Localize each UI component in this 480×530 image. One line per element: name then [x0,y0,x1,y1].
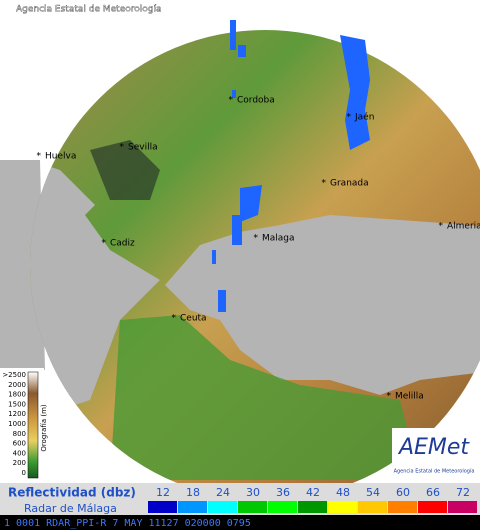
orography-label: 600 [13,440,26,448]
orography-label: 1000 [8,420,26,428]
city-label: Malaga [262,234,295,244]
orography-label: 2000 [8,381,26,389]
orography-label: 800 [13,430,26,438]
orography-label: 200 [13,459,26,467]
city-label: Jaén [354,112,374,123]
scale-label: 36 [276,486,290,499]
scale-swatch [178,501,207,513]
status-bar [0,515,480,530]
africa [110,315,420,480]
city-marker: * [120,143,125,153]
scale-label: 54 [366,486,380,499]
city-marker: * [322,179,327,189]
city-label: Melilla [395,392,424,402]
orography-label: 1500 [8,400,26,408]
scale-label: 30 [246,486,260,499]
orography-title: Orografía (m) [40,404,48,452]
city-label: Ceuta [180,314,207,324]
scale-label: 12 [156,486,170,499]
legend-subtitle: Radar de Málaga [24,502,117,515]
city-label: Cordoba [237,96,275,106]
scale-swatch [298,501,327,513]
scale-swatch [328,501,357,513]
valley [90,140,160,200]
scale-swatch [388,501,417,513]
agency-label: Agencia Estatal de Meteorología [16,5,162,15]
scale-swatch [148,501,177,513]
logo-subtitle: Agencia Estatal de Meteorología [394,468,475,475]
city-label: Almeria [447,222,480,232]
radar-disc [30,30,480,500]
scale-swatch [418,501,447,513]
scale-swatch [448,501,477,513]
city-marker: * [229,96,234,106]
legend-title: Reflectividad (dbz) [8,486,136,500]
scale-label: 72 [456,486,470,499]
city-label: Sevilla [128,143,158,153]
orography-label: 1200 [8,410,26,418]
orography-label: 400 [13,449,26,457]
sea-outside [0,160,45,370]
orography-bar [27,371,39,479]
city-label: Cadiz [110,239,135,249]
orography-label: 0 [22,469,26,477]
echoes [212,20,370,312]
orography-label: 1800 [8,391,26,399]
scale-label: 48 [336,486,350,499]
logo: AEMet Agencia Estatal de Meteorología [392,428,476,480]
scale-label: 18 [186,486,200,499]
city-marker: * [37,152,42,162]
scale-label: 24 [216,486,230,499]
city-label: Huelva [45,152,76,162]
city-marker: * [172,314,177,324]
city-marker: * [254,234,259,244]
atlantic [30,160,160,420]
mediterranean [165,215,480,395]
logo-name: AEMet [397,435,470,460]
orography-label: >2500 [2,371,26,379]
scale-label: 42 [306,486,320,499]
scale-swatch [358,501,387,513]
city-label: Granada [330,179,369,189]
scale-label: 60 [396,486,410,499]
city-marker: * [102,239,107,249]
orography-legend: Orografía (m) [0,368,48,483]
scale-swatch [208,501,237,513]
city-marker: * [347,113,352,123]
city-marker: * [439,222,444,232]
city-marker: * [387,392,392,402]
scale-label: 66 [426,486,440,499]
scale-swatch [238,501,267,513]
scale-swatch [268,501,297,513]
status-text: 1 0001 RDAR_PPI-R 7 MAY 11127 020000 079… [4,518,251,529]
